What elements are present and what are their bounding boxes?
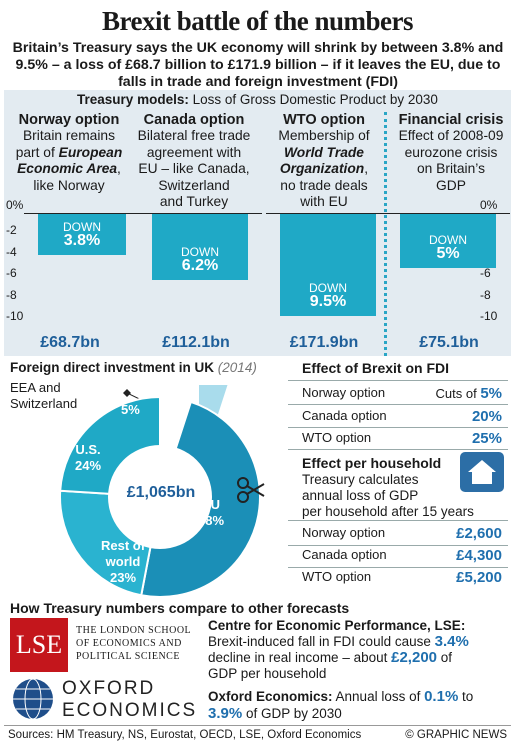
option-title: Canada option bbox=[143, 112, 245, 128]
fdi-center-total: £1,065bn bbox=[126, 484, 196, 501]
gdp-bar bbox=[280, 214, 376, 316]
bar-bn-label: £75.1bn bbox=[419, 334, 479, 351]
option-title: Financial crisis bbox=[398, 112, 504, 128]
option-crisis: Financial crisis Effect of 2008-09 euroz… bbox=[392, 112, 510, 194]
y-tick-label: -8 bbox=[6, 287, 17, 302]
household-desc: Treasury calculates annual loss of GDP per… bbox=[302, 472, 474, 519]
bar-value-label: DOWN 6.2% bbox=[181, 245, 219, 275]
y-tick-label: 0% bbox=[480, 198, 498, 212]
globe-icon bbox=[13, 678, 53, 720]
y-tick-label: -6 bbox=[6, 266, 17, 281]
oxford-block: Oxford Economics: Annual loss of 0.1% to… bbox=[208, 688, 474, 722]
bar-value-label: DOWN 3.8% bbox=[63, 219, 101, 249]
option-desc: Effect of 2008-09 eurozone crisis on Bri… bbox=[398, 128, 504, 193]
zero-line bbox=[266, 213, 390, 214]
y-tick-label: 0% bbox=[6, 198, 24, 212]
bar-bn-label: £112.1bn bbox=[162, 334, 230, 351]
effect-fdi-row: Canada option 20% bbox=[302, 408, 502, 425]
effect-fdi-row: WTO option 25% bbox=[302, 430, 502, 447]
eea-label: EEA and Switzerland bbox=[10, 380, 78, 411]
fdi-donut bbox=[59, 385, 261, 598]
page-title: Brexit battle of the numbers bbox=[102, 6, 413, 36]
fdi-rest-label: Rest of world 23% bbox=[100, 538, 146, 585]
bar-value-label: DOWN 5% bbox=[429, 232, 467, 262]
y-tick-label: -2 bbox=[6, 223, 17, 238]
option-title: WTO option bbox=[283, 112, 365, 128]
compare-title: How Treasury numbers compare to other fo… bbox=[10, 600, 350, 616]
bar-bn-label: £171.9bn bbox=[289, 334, 359, 351]
bar-bn-label: £68.7bn bbox=[40, 334, 100, 351]
effect-fdi-row: Norway option Cuts of 5% bbox=[302, 385, 502, 402]
option-desc: Britain remains part of European Economi… bbox=[15, 128, 123, 193]
option-title: Norway option bbox=[18, 112, 120, 128]
fdi-eu-label: EU 48% bbox=[197, 497, 225, 528]
divider bbox=[288, 520, 508, 521]
divider bbox=[288, 449, 508, 450]
option-canada: Canada option Bilateral free trade agree… bbox=[130, 112, 258, 211]
household-row: WTO option £5,200 bbox=[302, 569, 502, 586]
lse-name: THE LONDON SCHOOL OF ECONOMICS AND POLITIC… bbox=[76, 625, 192, 662]
zero-line bbox=[24, 213, 140, 214]
zero-line bbox=[386, 213, 510, 214]
option-norway: Norway option Britain remains part of Eu… bbox=[8, 112, 130, 194]
divider bbox=[288, 545, 508, 546]
fdi-eea-pct: 5% bbox=[121, 402, 140, 417]
y-tick-label: -10 bbox=[6, 309, 24, 323]
crisis-divider bbox=[384, 112, 387, 356]
gdp-bar bbox=[152, 214, 248, 281]
divider bbox=[288, 567, 508, 568]
y-tick-label: -6 bbox=[480, 266, 491, 281]
fdi-title: Foreign direct investment in UK (2014) bbox=[10, 360, 257, 375]
zero-line bbox=[138, 213, 262, 214]
house-icon bbox=[460, 452, 504, 492]
gdp-bar bbox=[400, 214, 496, 268]
scissors-icon bbox=[237, 477, 265, 503]
option-desc: Bilateral free trade agreement with EU –… bbox=[137, 128, 251, 209]
oxford-logo: OXFORD ECONOMICS bbox=[62, 678, 198, 721]
models-header: Treasury models: Loss of Gross Domestic … bbox=[77, 92, 438, 107]
lse-logo: LSE bbox=[10, 618, 68, 672]
y-tick-label: -10 bbox=[480, 309, 498, 323]
gdp-bar bbox=[38, 214, 126, 255]
footer-sources: Sources: HM Treasury, NS, Eurostat, OECD… bbox=[8, 729, 362, 741]
household-title: Effect per household bbox=[302, 455, 442, 471]
household-row: Norway option £2,600 bbox=[302, 525, 502, 542]
footer-credit: © GRAPHIC NEWS bbox=[405, 729, 507, 741]
bar-value-label: DOWN 9.5% bbox=[309, 280, 347, 310]
divider bbox=[288, 427, 508, 428]
household-row: Canada option £4,300 bbox=[302, 547, 502, 564]
y-tick-label: -4 bbox=[6, 244, 17, 259]
cep-block: Centre for Economic Performance, LSE: Br… bbox=[208, 618, 469, 681]
option-desc: Membership of World Trade Organization, … bbox=[278, 128, 370, 209]
y-tick-label: -8 bbox=[480, 287, 491, 302]
effect-fdi-title: Effect of Brexit on FDI bbox=[302, 360, 450, 376]
fdi-us-label: U.S. 24% bbox=[74, 442, 102, 473]
page-subtitle: Britain’s Treasury says the UK economy w… bbox=[12, 40, 504, 90]
option-wto: WTO option Membership of World Trade Org… bbox=[262, 112, 386, 211]
divider bbox=[288, 404, 508, 405]
footer-rule bbox=[4, 725, 511, 726]
divider bbox=[288, 380, 508, 381]
